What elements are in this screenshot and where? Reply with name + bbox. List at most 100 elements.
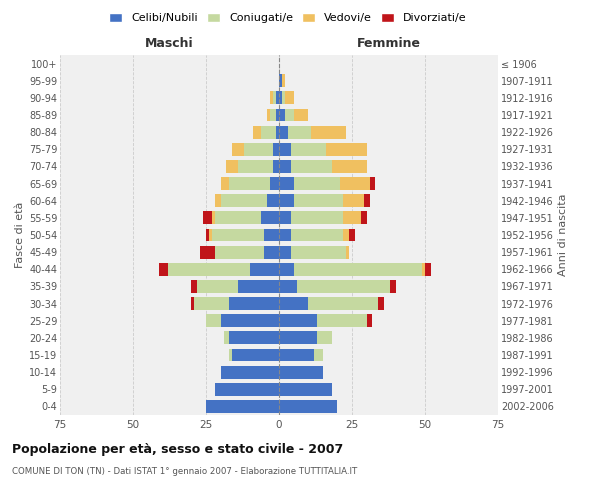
Bar xyxy=(279,314,317,327)
Bar xyxy=(308,297,378,310)
Bar xyxy=(194,297,229,310)
Legend: Celibi/Nubili, Coniugati/e, Vedovi/e, Divorziati/e: Celibi/Nubili, Coniugati/e, Vedovi/e, Di… xyxy=(105,8,471,28)
Bar xyxy=(279,332,317,344)
Bar xyxy=(279,160,290,173)
Text: COMUNE DI TON (TN) - Dati ISTAT 1° gennaio 2007 - Elaborazione TUTTITALIA.IT: COMUNE DI TON (TN) - Dati ISTAT 1° genna… xyxy=(12,468,357,476)
Bar xyxy=(238,280,279,293)
Bar xyxy=(279,143,290,156)
Bar xyxy=(364,194,370,207)
Bar xyxy=(290,160,332,173)
Bar xyxy=(279,212,290,224)
Text: Femmine: Femmine xyxy=(356,37,421,50)
Bar xyxy=(326,143,367,156)
Bar xyxy=(215,212,262,224)
Bar xyxy=(279,126,288,138)
Bar xyxy=(270,177,279,190)
Bar xyxy=(229,332,279,344)
Bar xyxy=(279,280,296,293)
Bar xyxy=(238,160,273,173)
Bar xyxy=(279,194,293,207)
Bar xyxy=(361,212,367,224)
Bar xyxy=(282,74,285,87)
Bar xyxy=(270,108,276,122)
Bar xyxy=(206,400,279,413)
Bar xyxy=(262,126,276,138)
Bar xyxy=(226,160,238,173)
Bar xyxy=(346,246,349,258)
Bar xyxy=(279,246,290,258)
Bar xyxy=(265,246,279,258)
Bar xyxy=(290,228,343,241)
Bar xyxy=(367,314,373,327)
Bar xyxy=(276,108,279,122)
Bar xyxy=(191,280,197,293)
Text: Maschi: Maschi xyxy=(145,37,194,50)
Bar xyxy=(279,108,285,122)
Bar xyxy=(317,314,367,327)
Bar xyxy=(229,348,232,362)
Bar xyxy=(293,108,308,122)
Bar xyxy=(206,228,209,241)
Bar xyxy=(279,177,293,190)
Bar xyxy=(279,400,337,413)
Bar xyxy=(279,228,290,241)
Bar xyxy=(296,280,390,293)
Bar xyxy=(340,177,370,190)
Bar xyxy=(282,92,285,104)
Bar xyxy=(191,297,194,310)
Bar xyxy=(197,280,238,293)
Bar xyxy=(268,194,279,207)
Y-axis label: Fasce di età: Fasce di età xyxy=(14,202,25,268)
Bar xyxy=(343,212,361,224)
Bar xyxy=(285,108,293,122)
Bar xyxy=(221,194,268,207)
Bar xyxy=(314,348,323,362)
Bar xyxy=(203,212,212,224)
Bar xyxy=(293,263,422,276)
Bar xyxy=(232,348,279,362)
Bar xyxy=(273,92,276,104)
Y-axis label: Anni di nascita: Anni di nascita xyxy=(558,194,568,276)
Bar xyxy=(279,348,314,362)
Bar xyxy=(378,297,384,310)
Bar xyxy=(224,332,229,344)
Bar xyxy=(215,246,265,258)
Bar xyxy=(268,108,270,122)
Bar xyxy=(425,263,431,276)
Bar xyxy=(279,74,282,87)
Bar xyxy=(262,212,279,224)
Bar xyxy=(206,314,221,327)
Bar xyxy=(168,263,250,276)
Bar xyxy=(276,126,279,138)
Bar xyxy=(265,228,279,241)
Bar xyxy=(221,314,279,327)
Bar xyxy=(244,143,273,156)
Bar xyxy=(279,366,323,378)
Bar xyxy=(200,246,215,258)
Bar xyxy=(293,177,340,190)
Bar xyxy=(273,143,279,156)
Bar xyxy=(279,263,293,276)
Bar xyxy=(343,194,364,207)
Bar xyxy=(293,194,343,207)
Bar xyxy=(212,212,215,224)
Bar xyxy=(270,92,273,104)
Bar xyxy=(390,280,396,293)
Bar xyxy=(279,297,308,310)
Bar xyxy=(370,177,376,190)
Text: Popolazione per età, sesso e stato civile - 2007: Popolazione per età, sesso e stato civil… xyxy=(12,442,343,456)
Bar xyxy=(279,92,282,104)
Bar xyxy=(290,143,326,156)
Bar xyxy=(209,228,212,241)
Bar xyxy=(290,212,343,224)
Bar xyxy=(229,177,270,190)
Bar xyxy=(212,228,265,241)
Bar xyxy=(232,143,244,156)
Bar xyxy=(343,228,349,241)
Bar xyxy=(290,246,346,258)
Bar xyxy=(250,263,279,276)
Bar xyxy=(332,160,367,173)
Bar xyxy=(253,126,262,138)
Bar xyxy=(159,263,168,276)
Bar xyxy=(221,177,229,190)
